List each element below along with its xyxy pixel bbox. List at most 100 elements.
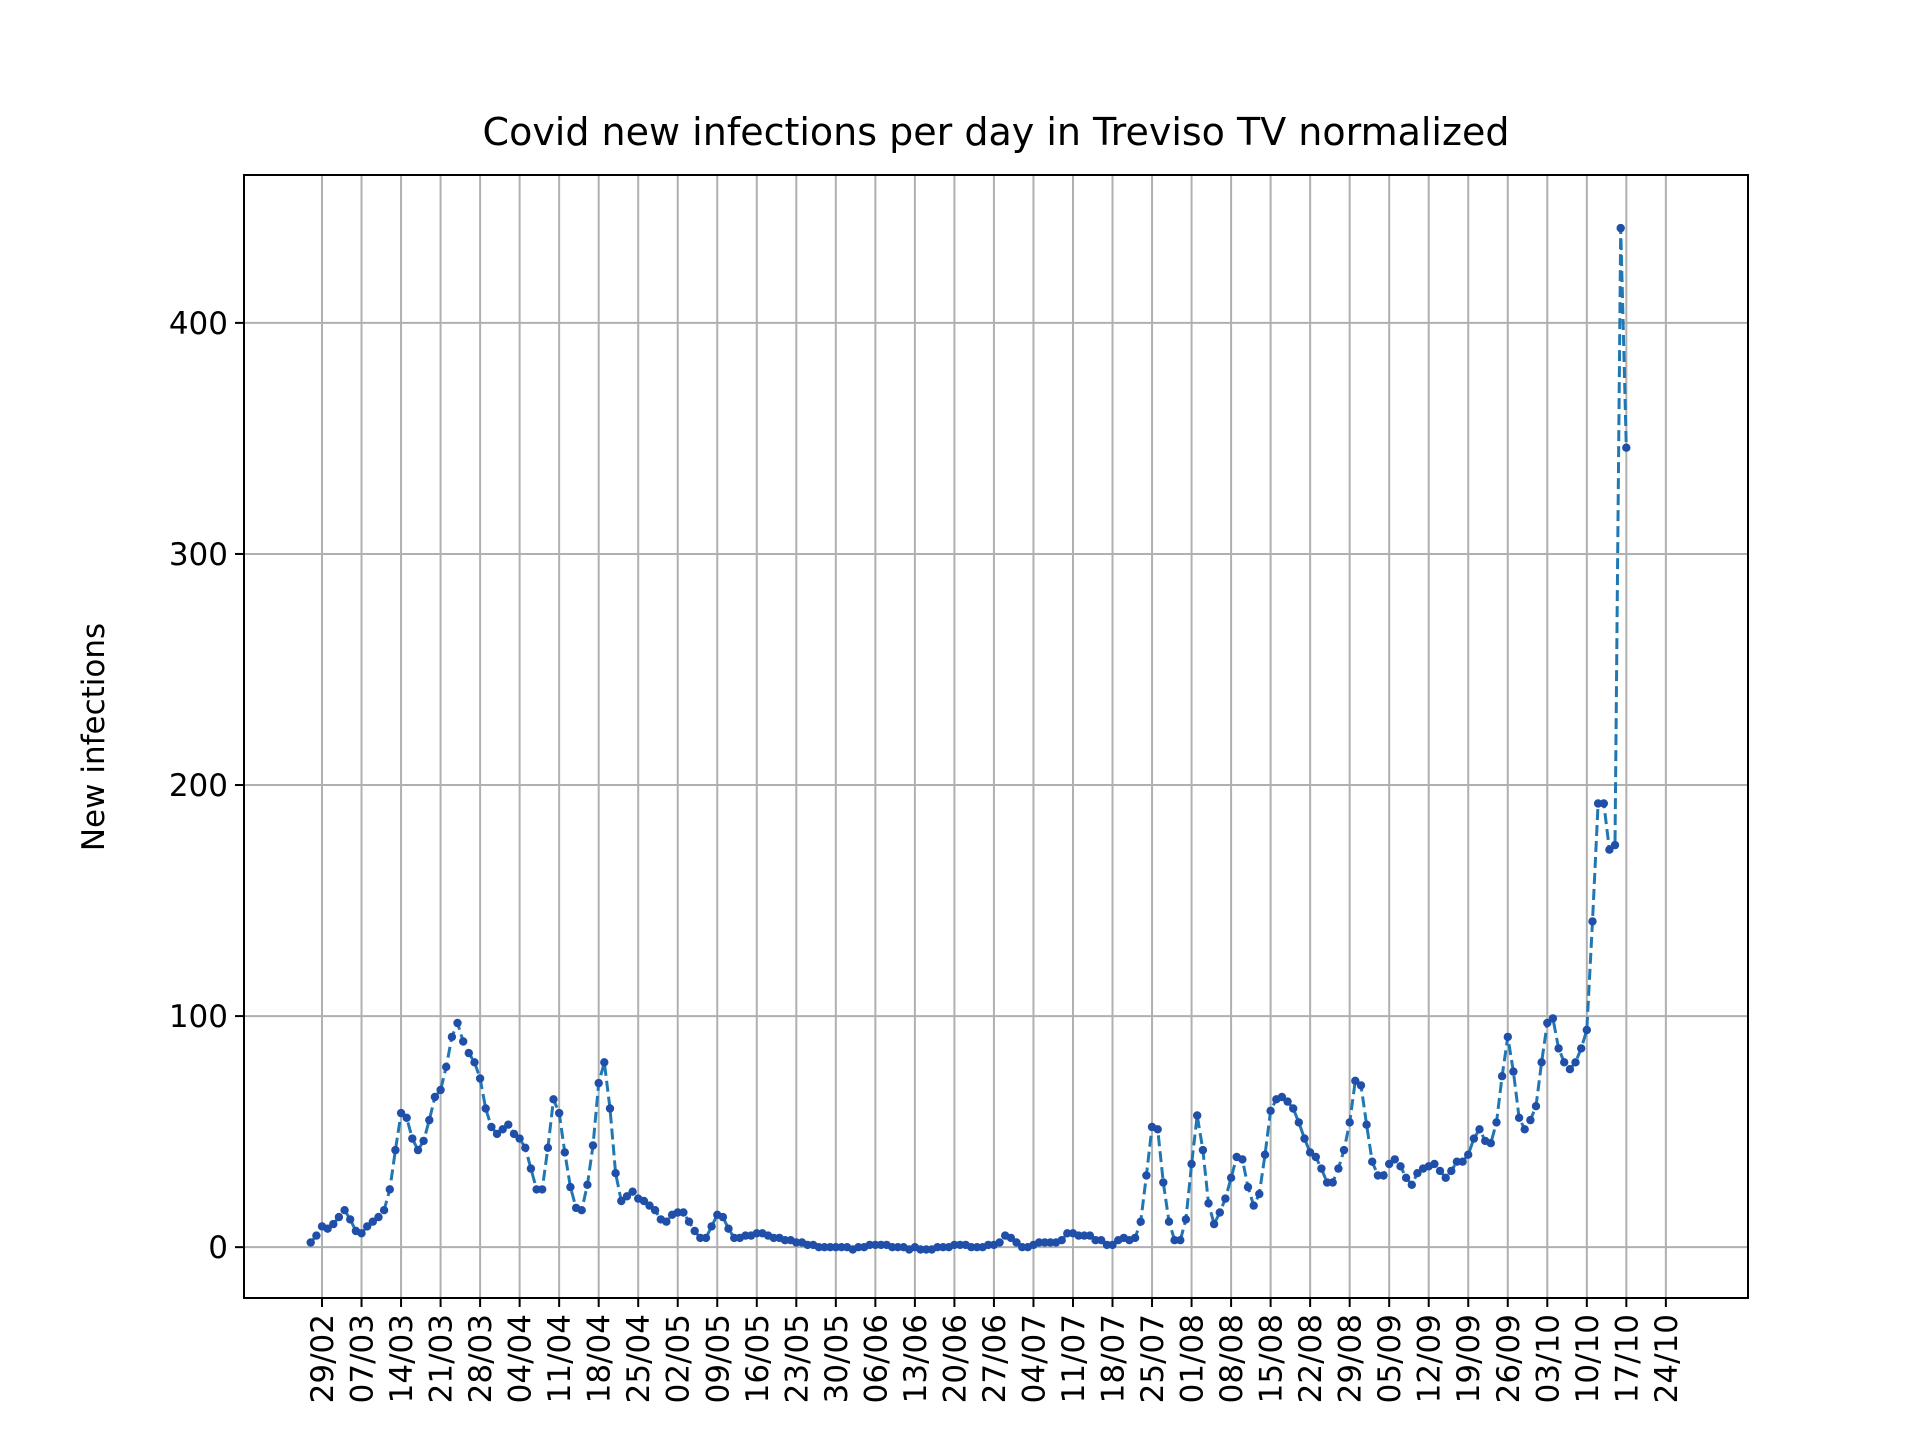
x-tick-label: 28/03 bbox=[463, 1314, 499, 1403]
y-tick-label: 400 bbox=[169, 306, 228, 342]
data-point bbox=[1520, 1125, 1529, 1134]
data-point bbox=[1255, 1189, 1264, 1199]
data-point bbox=[312, 1231, 321, 1240]
x-axis: 29/02 07/03 14/03 21/03 28/03 04/04 11/04 18/04… bbox=[305, 1298, 1685, 1403]
data-point bbox=[504, 1120, 513, 1129]
data-point bbox=[617, 1196, 626, 1206]
data-point bbox=[1187, 1159, 1196, 1169]
data-point bbox=[526, 1164, 536, 1173]
x-tick-label: 12/09 bbox=[1412, 1314, 1448, 1403]
data-point bbox=[1209, 1219, 1219, 1229]
data-point bbox=[1396, 1162, 1405, 1171]
data-point bbox=[1605, 845, 1614, 854]
x-tick-label: 11/07 bbox=[1056, 1314, 1092, 1403]
data-point bbox=[447, 1032, 457, 1042]
data-point bbox=[1294, 1118, 1304, 1127]
x-tick-label: 29/08 bbox=[1333, 1314, 1369, 1403]
data-point bbox=[605, 1104, 615, 1113]
data-point bbox=[1413, 1169, 1422, 1178]
data-point bbox=[1447, 1166, 1456, 1176]
x-tick-label: 25/07 bbox=[1135, 1314, 1171, 1403]
data-point bbox=[1266, 1106, 1275, 1116]
data-point bbox=[1142, 1171, 1151, 1180]
data-point bbox=[1497, 1072, 1507, 1081]
data-point bbox=[487, 1122, 496, 1132]
data-point bbox=[521, 1143, 530, 1153]
data-point bbox=[600, 1058, 609, 1067]
data-point bbox=[1356, 1081, 1366, 1090]
data-point bbox=[679, 1208, 688, 1217]
x-tick-label: 18/04 bbox=[582, 1314, 618, 1403]
data-point bbox=[368, 1217, 377, 1226]
grid bbox=[244, 175, 1748, 1298]
data-point bbox=[1339, 1145, 1349, 1155]
data-point bbox=[645, 1201, 654, 1210]
x-tick-label: 09/05 bbox=[700, 1314, 736, 1403]
data-point bbox=[1486, 1139, 1496, 1148]
x-tick-label: 11/04 bbox=[542, 1314, 578, 1403]
data-point bbox=[594, 1078, 603, 1088]
data-point bbox=[577, 1206, 586, 1215]
data-point bbox=[1588, 917, 1597, 926]
y-tick-label: 0 bbox=[208, 1230, 228, 1266]
x-tick-label: 25/04 bbox=[621, 1314, 657, 1403]
data-point bbox=[560, 1148, 569, 1157]
x-tick-label: 27/06 bbox=[977, 1314, 1013, 1403]
data-point bbox=[475, 1074, 485, 1083]
data-point bbox=[1509, 1067, 1518, 1076]
data-point bbox=[724, 1224, 733, 1233]
x-tick-label: 19/09 bbox=[1451, 1314, 1487, 1403]
data-point bbox=[340, 1206, 349, 1215]
data-point bbox=[1492, 1118, 1501, 1127]
data-point bbox=[1108, 1240, 1117, 1250]
data-point bbox=[1193, 1111, 1202, 1120]
data-point bbox=[1554, 1044, 1563, 1053]
data-point bbox=[1390, 1155, 1400, 1164]
x-tick-label: 01/08 bbox=[1175, 1314, 1211, 1403]
data-point bbox=[583, 1180, 592, 1190]
data-point bbox=[543, 1143, 553, 1153]
x-tick-label: 14/03 bbox=[384, 1314, 420, 1403]
data-point bbox=[413, 1145, 423, 1155]
data-point bbox=[481, 1104, 490, 1113]
data-point bbox=[357, 1229, 366, 1238]
data-point bbox=[1238, 1155, 1247, 1164]
data-point bbox=[1537, 1058, 1546, 1067]
data-point bbox=[419, 1136, 428, 1146]
data-point bbox=[1334, 1164, 1343, 1173]
data-point bbox=[1249, 1201, 1258, 1210]
data-point bbox=[509, 1129, 519, 1139]
x-tick-label: 24/10 bbox=[1649, 1314, 1685, 1403]
y-tick-label: 100 bbox=[169, 999, 228, 1035]
data-point bbox=[334, 1212, 344, 1222]
data-point bbox=[628, 1187, 637, 1196]
data-point bbox=[1328, 1178, 1337, 1187]
data-point bbox=[1571, 1058, 1580, 1067]
x-tick-label: 18/07 bbox=[1096, 1314, 1132, 1403]
data-point bbox=[396, 1108, 406, 1118]
data-point bbox=[1548, 1014, 1558, 1023]
data-point bbox=[391, 1145, 400, 1155]
data-point bbox=[1362, 1120, 1371, 1129]
data-point bbox=[1057, 1236, 1066, 1245]
data-point bbox=[1164, 1217, 1174, 1226]
x-tick-label: 08/08 bbox=[1214, 1314, 1250, 1403]
data-point bbox=[1130, 1233, 1140, 1243]
x-tick-label: 07/03 bbox=[345, 1314, 381, 1403]
data-point bbox=[425, 1115, 434, 1125]
y-axis: 0 100 200 300 400 bbox=[169, 306, 244, 1266]
data-point bbox=[662, 1217, 671, 1226]
data-point bbox=[622, 1192, 632, 1201]
data-point bbox=[690, 1226, 699, 1236]
data-point bbox=[1565, 1065, 1575, 1074]
x-tick-label: 22/08 bbox=[1293, 1314, 1329, 1403]
data-point bbox=[374, 1212, 383, 1222]
data-point bbox=[1351, 1076, 1360, 1086]
data-point bbox=[1385, 1159, 1394, 1169]
data-point bbox=[588, 1141, 598, 1150]
data-point bbox=[538, 1185, 547, 1194]
data-point bbox=[1345, 1118, 1354, 1127]
x-tick-label: 20/06 bbox=[937, 1314, 973, 1403]
